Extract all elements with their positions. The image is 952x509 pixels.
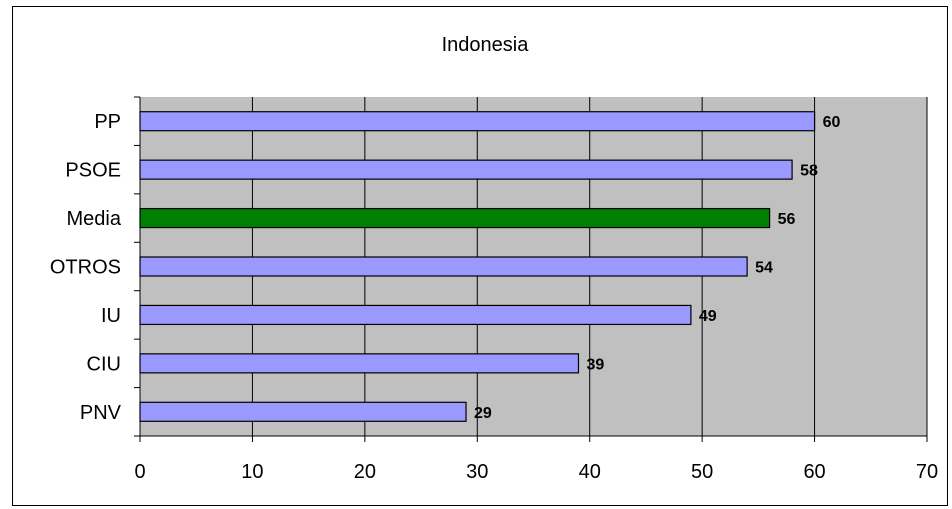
data-label-pp: 60: [823, 114, 841, 131]
x-tick-label: 70: [916, 461, 938, 483]
data-label-psoe: 58: [800, 163, 818, 180]
category-label-iu: IU: [101, 305, 121, 327]
bar-media: [139, 207, 771, 229]
bar-ciu: [139, 353, 580, 374]
data-labels: 60 58 56 54 49 39 29: [474, 114, 840, 422]
category-labels: PP PSOE Media OTROS IU CIU PNV: [50, 111, 122, 424]
x-tick-label: 20: [354, 461, 376, 483]
bar-psoe: [139, 159, 793, 180]
data-label-ciu: 39: [586, 356, 604, 373]
chart-title: Indonesia: [442, 34, 530, 56]
category-label-pp: PP: [94, 111, 121, 133]
bar-pp: [139, 111, 816, 132]
category-label-psoe: PSOE: [65, 160, 121, 182]
data-label-otros: 54: [755, 260, 773, 277]
x-tick-label: 40: [579, 461, 601, 483]
category-label-otros: OTROS: [50, 257, 121, 279]
x-tick-label: 10: [241, 461, 263, 483]
axes: [134, 96, 928, 442]
x-tick-label: 0: [134, 461, 145, 483]
bar-pnv: [139, 401, 467, 422]
x-tick-label: 60: [803, 461, 825, 483]
category-label-media: Media: [67, 208, 122, 230]
category-label-pnv: PNV: [80, 402, 122, 424]
x-tick-label: 50: [691, 461, 713, 483]
data-label-media: 56: [778, 211, 796, 228]
data-label-iu: 49: [699, 308, 717, 325]
bar-otros: [139, 256, 748, 277]
category-label-ciu: CIU: [87, 353, 121, 375]
bar-iu: [139, 304, 692, 326]
x-tick-labels: 0 10 20 30 40 50 60 70: [134, 461, 938, 483]
data-label-pnv: 29: [474, 405, 492, 422]
x-tick-label: 30: [466, 461, 488, 483]
bars: [139, 111, 816, 422]
